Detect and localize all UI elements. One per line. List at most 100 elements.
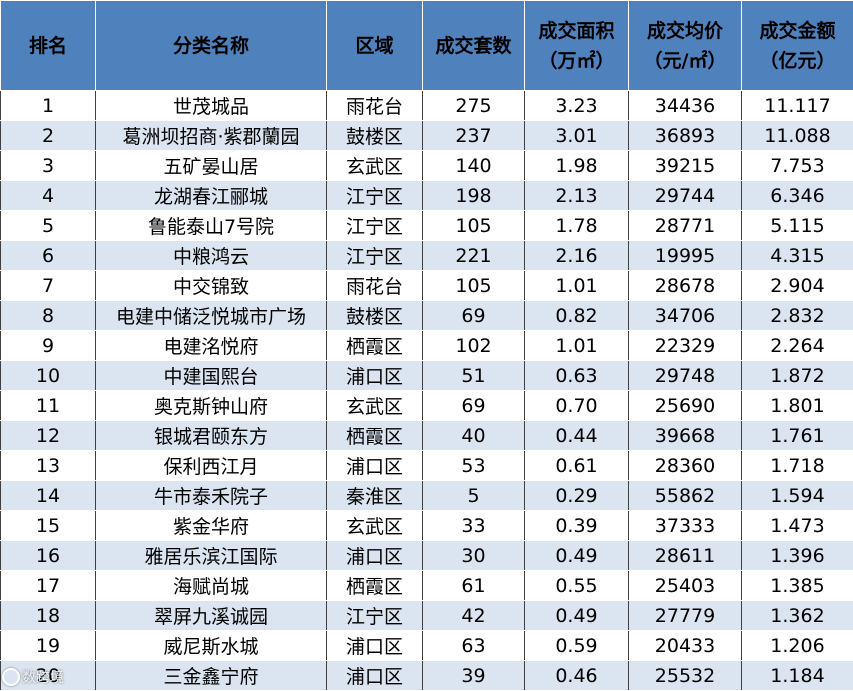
- header-price-title: 成交均价: [646, 19, 723, 42]
- cell-district: 浦口区: [326, 540, 423, 571]
- cell-amount: 1.718: [741, 450, 853, 481]
- table-row: 16 雅居乐滨江国际 浦口区 30 0.49 28611 1.396: [0, 540, 853, 571]
- table-row: 5 鲁能泰山7号院 江宁区 105 1.78 28771 5.115: [0, 210, 853, 241]
- cell-units: 5: [422, 480, 525, 511]
- cell-name: 中粮鸿云: [95, 240, 327, 271]
- cell-units: 105: [422, 270, 525, 301]
- cell-area: 0.49: [524, 540, 629, 571]
- cell-rank: 19: [0, 630, 96, 661]
- cell-units: 39: [422, 660, 525, 691]
- cell-price: 28771: [628, 210, 742, 241]
- cell-district: 浦口区: [326, 450, 423, 481]
- cell-area: 1.01: [524, 330, 629, 361]
- header-amount: 成交金额 （亿元）: [741, 0, 853, 91]
- cell-area: 0.63: [524, 360, 629, 391]
- cell-name: 中建国熙台: [95, 360, 327, 391]
- table-row: 20 三金鑫宁府 浦口区 39 0.46 25532 1.184: [0, 660, 853, 691]
- cell-district: 江宁区: [326, 600, 423, 631]
- cell-rank: 18: [0, 600, 96, 631]
- table-row: 6 中粮鸿云 江宁区 221 2.16 19995 4.315: [0, 240, 853, 271]
- cell-price: 25532: [628, 660, 742, 691]
- header-area-unit: （万㎡）: [538, 49, 615, 72]
- cell-district: 鼓楼区: [326, 120, 423, 151]
- cell-district: 雨花台: [326, 90, 423, 121]
- cell-amount: 2.904: [741, 270, 853, 301]
- cell-rank: 3: [0, 150, 96, 181]
- cell-units: 102: [422, 330, 525, 361]
- cell-district: 玄武区: [326, 150, 423, 181]
- cell-name: 威尼斯水城: [95, 630, 327, 661]
- cell-rank: 13: [0, 450, 96, 481]
- table-row: 12 银城君颐东方 栖霞区 40 0.44 39668 1.761: [0, 420, 853, 451]
- cell-amount: 1.872: [741, 360, 853, 391]
- cell-district: 玄武区: [326, 390, 423, 421]
- cell-area: 0.46: [524, 660, 629, 691]
- cell-price: 29744: [628, 180, 742, 211]
- cell-amount: 2.264: [741, 330, 853, 361]
- cell-units: 275: [422, 90, 525, 121]
- cell-area: 1.78: [524, 210, 629, 241]
- cell-price: 28611: [628, 540, 742, 571]
- table-row: 11 奥克斯钟山府 玄武区 69 0.70 25690 1.801: [0, 390, 853, 421]
- cell-area: 0.82: [524, 300, 629, 331]
- table-row: 3 五矿晏山居 玄武区 140 1.98 39215 7.753: [0, 150, 853, 181]
- cell-price: 20433: [628, 630, 742, 661]
- cell-name: 中交锦致: [95, 270, 327, 301]
- cell-rank: 12: [0, 420, 96, 451]
- header-rank: 排名: [0, 0, 96, 91]
- cell-area: 2.16: [524, 240, 629, 271]
- cell-name: 三金鑫宁府: [95, 660, 327, 691]
- cell-area: 1.98: [524, 150, 629, 181]
- cell-district: 浦口区: [326, 660, 423, 691]
- cell-district: 秦淮区: [326, 480, 423, 511]
- cell-units: 69: [422, 300, 525, 331]
- cell-units: 53: [422, 450, 525, 481]
- cell-amount: 1.473: [741, 510, 853, 541]
- cell-price: 34706: [628, 300, 742, 331]
- cell-name: 保利西江月: [95, 450, 327, 481]
- header-units: 成交套数: [422, 0, 525, 91]
- cell-area: 0.61: [524, 450, 629, 481]
- cell-rank: 11: [0, 390, 96, 421]
- cell-amount: 1.206: [741, 630, 853, 661]
- cell-price: 28360: [628, 450, 742, 481]
- cell-rank: 9: [0, 330, 96, 361]
- cell-district: 浦口区: [326, 630, 423, 661]
- cell-district: 江宁区: [326, 210, 423, 241]
- cell-amount: 6.346: [741, 180, 853, 211]
- table-row: 10 中建国熙台 浦口区 51 0.63 29748 1.872: [0, 360, 853, 391]
- cell-units: 42: [422, 600, 525, 631]
- cell-rank: 10: [0, 360, 96, 391]
- cell-area: 3.23: [524, 90, 629, 121]
- cell-area: 0.44: [524, 420, 629, 451]
- cell-rank: 1: [0, 90, 96, 121]
- cell-area: 3.01: [524, 120, 629, 151]
- cell-name: 海赋尚城: [95, 570, 327, 601]
- cell-amount: 1.362: [741, 600, 853, 631]
- cell-rank: 4: [0, 180, 96, 211]
- cell-units: 33: [422, 510, 525, 541]
- table-row: 8 电建中储泛悦城市广场 鼓楼区 69 0.82 34706 2.832: [0, 300, 853, 331]
- cell-district: 江宁区: [326, 180, 423, 211]
- cell-price: 25690: [628, 390, 742, 421]
- cell-units: 69: [422, 390, 525, 421]
- cell-rank: 2: [0, 120, 96, 151]
- table-row: 9 电建洺悦府 栖霞区 102 1.01 22329 2.264: [0, 330, 853, 361]
- cell-rank: 7: [0, 270, 96, 301]
- cell-name: 银城君颐东方: [95, 420, 327, 451]
- cell-rank: 20: [0, 660, 96, 691]
- cell-amount: 4.315: [741, 240, 853, 271]
- header-district: 区域: [326, 0, 423, 91]
- cell-district: 雨花台: [326, 270, 423, 301]
- cell-amount: 1.594: [741, 480, 853, 511]
- header-amount-unit: （亿元）: [759, 49, 836, 72]
- cell-rank: 5: [0, 210, 96, 241]
- header-area: 成交面积 （万㎡）: [524, 0, 629, 91]
- cell-district: 浦口区: [326, 360, 423, 391]
- cell-amount: 1.761: [741, 420, 853, 451]
- cell-price: 22329: [628, 330, 742, 361]
- cell-area: 0.49: [524, 600, 629, 631]
- cell-area: 2.13: [524, 180, 629, 211]
- cell-amount: 1.385: [741, 570, 853, 601]
